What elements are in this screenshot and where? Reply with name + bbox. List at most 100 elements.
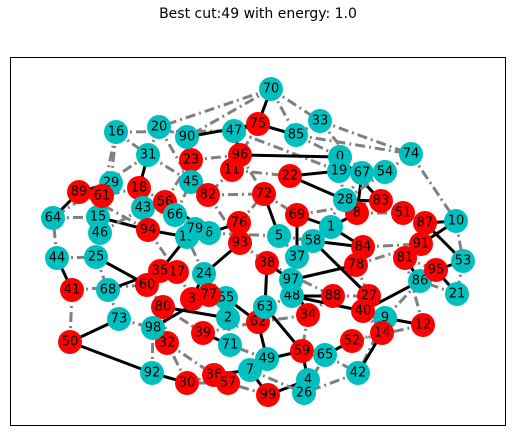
node-label: 65 [317, 348, 334, 363]
graph-node: 91 [409, 232, 433, 256]
graph-node: 41 [60, 278, 84, 302]
graph-node: 54 [373, 160, 397, 184]
graph-node: 25 [84, 245, 108, 269]
node-circle [131, 196, 155, 220]
node-circle [197, 283, 221, 307]
graph-node: 21 [445, 282, 469, 306]
node-label: 99 [260, 388, 277, 403]
graph-node: 69 [285, 203, 309, 227]
graph-node: 74 [399, 142, 423, 166]
node-label: 43 [135, 201, 152, 216]
node-label: 9 [381, 311, 389, 326]
graph-node: 81 [393, 246, 417, 270]
graph-node: 89 [67, 180, 91, 204]
node-label: 37 [289, 250, 306, 265]
graph-node: 92 [140, 361, 164, 385]
node-circle [140, 361, 164, 385]
node-label: 47 [226, 124, 243, 139]
node-circle [333, 188, 357, 212]
node-label: 88 [325, 289, 342, 304]
page-title: Best cut:49 with energy: 1.0 [159, 6, 357, 22]
node-label: 83 [373, 194, 390, 209]
node-circle [451, 249, 475, 273]
plot-frame [10, 57, 506, 426]
node-circle [218, 333, 242, 357]
graph-node: 97 [279, 268, 303, 292]
node-label: 23 [183, 153, 200, 168]
node-label: 76 [231, 216, 248, 231]
node-circle [238, 358, 262, 382]
node-circle [135, 273, 159, 297]
graph-edge [409, 153, 458, 222]
node-circle [136, 143, 160, 167]
node-label: 31 [140, 148, 157, 163]
node-label: 42 [350, 366, 367, 381]
node-circle [411, 313, 435, 337]
node-circle [246, 112, 270, 136]
graph-edge [186, 87, 272, 139]
graph-node: 77 [197, 283, 221, 307]
graph-node: 10 [444, 209, 468, 233]
node-label: 85 [288, 128, 305, 143]
graph-node: 44 [45, 246, 69, 270]
node-circle [313, 343, 337, 367]
graph-edge [69, 340, 153, 375]
graph-edge [351, 323, 424, 343]
node-circle [391, 201, 415, 225]
graph-node: 22 [278, 164, 302, 188]
node-circle [41, 206, 65, 230]
node-label: 1 [327, 220, 335, 235]
node-label: 2 [224, 311, 232, 326]
node-circle [340, 329, 364, 353]
node-label: 84 [355, 240, 372, 255]
node-circle [192, 262, 216, 286]
graph-node: 95 [424, 258, 448, 282]
node-label: 63 [257, 300, 274, 315]
graph-node: 2 [216, 306, 240, 330]
graph-node: 84 [351, 235, 375, 259]
node-label: 45 [183, 175, 200, 190]
node-label: 60 [139, 278, 156, 293]
node-circle [196, 183, 220, 207]
graph-node: 53 [451, 249, 475, 273]
graph-node: 65 [313, 343, 337, 367]
node-circle [155, 331, 179, 355]
node-circle [399, 142, 423, 166]
node-circle [175, 371, 199, 395]
node-circle [228, 231, 252, 255]
node-circle [409, 232, 433, 256]
node-label: 18 [131, 181, 148, 196]
node-label: 61 [94, 189, 111, 204]
node-circle [373, 160, 397, 184]
node-label: 48 [284, 289, 301, 304]
node-circle [252, 182, 276, 206]
graph-node: 52 [340, 329, 364, 353]
node-circle [327, 159, 351, 183]
node-circle [308, 109, 332, 133]
graph-node: 90 [175, 125, 199, 149]
node-circle [267, 224, 291, 248]
node-circle [163, 203, 187, 227]
node-label: 72 [256, 187, 273, 202]
node-label: 14 [374, 326, 391, 341]
node-circle [183, 217, 207, 241]
node-circle [301, 229, 325, 253]
node-label: 3 [188, 292, 196, 307]
node-circle [45, 246, 69, 270]
graph-node: 12 [411, 313, 435, 337]
node-label: 68 [100, 283, 117, 298]
graph-node: 40 [351, 299, 375, 323]
graph-node: 63 [253, 295, 277, 319]
graph-node: 45 [179, 170, 203, 194]
graph-node: 75 [246, 112, 270, 136]
graph-node: 7 [238, 358, 262, 382]
node-label: 50 [62, 335, 79, 350]
node-label: 34 [300, 308, 317, 323]
node-circle [127, 176, 151, 200]
node-circle [344, 253, 368, 277]
node-circle [60, 278, 84, 302]
graph-node: 37 [285, 245, 309, 269]
graph-node: 59 [290, 339, 314, 363]
node-label: 24 [196, 267, 213, 282]
